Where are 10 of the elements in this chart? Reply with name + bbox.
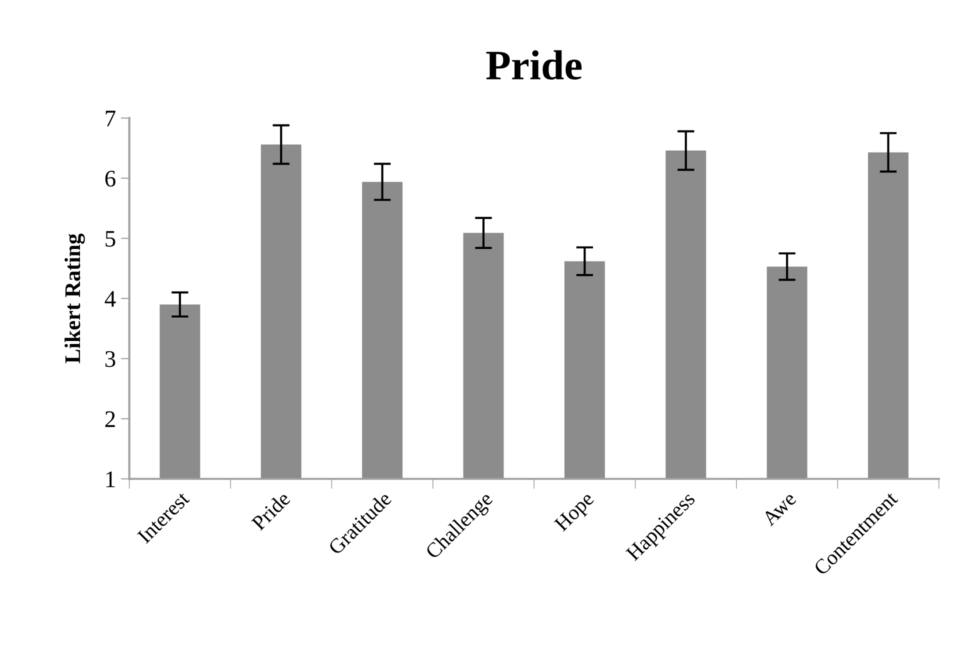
y-tick-label: 7: [106, 110, 116, 126]
y-tick-label: 5: [106, 231, 116, 247]
y-axis-title: Likert Rating: [64, 234, 85, 364]
y-tick-label: 2: [105, 411, 115, 427]
y-tick-label: 3: [105, 351, 116, 368]
y-tick-label: 1: [106, 471, 115, 488]
y-tick-label: 6: [105, 170, 116, 187]
chart-title: Pride: [486, 50, 582, 80]
x-tick-label: Awe: [761, 491, 797, 527]
y-tick-label: 4: [104, 291, 116, 307]
